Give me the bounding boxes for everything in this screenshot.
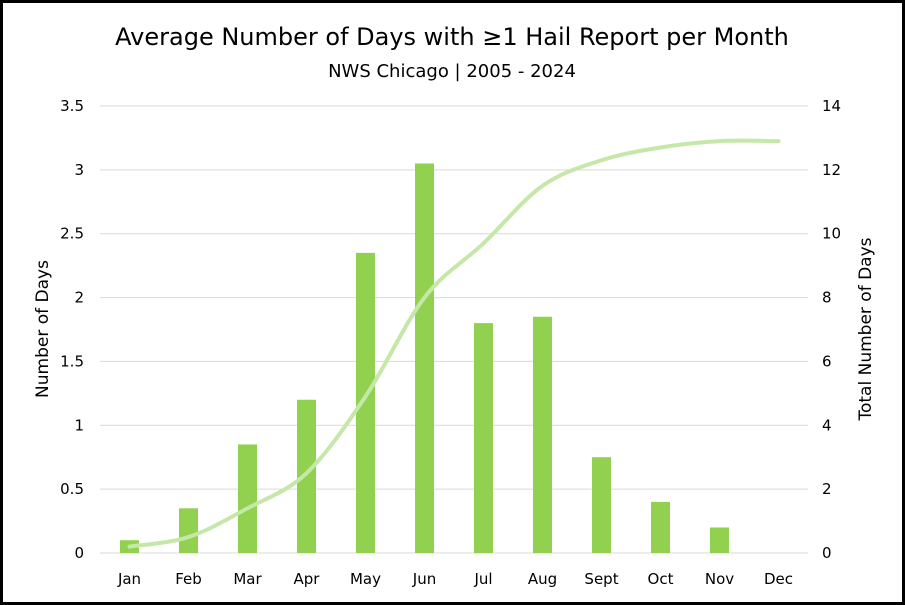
gridlines [100, 105, 808, 554]
y-tick-label: 3 [74, 161, 84, 179]
y2-tick-label: 6 [822, 352, 832, 370]
y2-tick-label: 4 [822, 416, 832, 434]
x-tick-label: Feb [175, 570, 202, 588]
x-tick-label: Sept [584, 570, 618, 588]
y-tick-label: 0 [74, 544, 84, 562]
y-tick-label: 2 [74, 289, 84, 307]
bar-jul [474, 323, 493, 553]
x-tick-label: Apr [294, 570, 321, 588]
y2-tick-label: 2 [822, 480, 832, 498]
chart-title: Average Number of Days with ≥1 Hail Repo… [115, 23, 789, 51]
x-tick-label: Nov [705, 570, 734, 588]
x-tick-label: Oct [648, 570, 674, 588]
x-tick-label: Aug [528, 570, 557, 588]
cumulative-line [127, 138, 781, 549]
x-tick-label: Mar [233, 570, 262, 588]
y2-tick-label: 12 [822, 161, 841, 179]
x-axis-ticks: Jan Feb Mar Apr May Jun Jul Aug Sept Oct Nov Dec [117, 570, 793, 588]
bar-oct [651, 501, 670, 553]
bar-series [120, 163, 729, 553]
y2-axis-label: Total Number of Days [856, 237, 876, 421]
y2-tick-label: 10 [822, 225, 841, 243]
x-tick-label: Jun [412, 570, 436, 588]
right-axis-ticks: 0 2 4 6 8 10 12 14 [822, 97, 841, 562]
bar-jun [415, 163, 434, 553]
bar-may [356, 252, 375, 553]
bar-aug [533, 316, 552, 553]
x-tick-label: Dec [764, 570, 793, 588]
y-tick-label: 0.5 [60, 480, 84, 498]
x-tick-label: May [350, 570, 381, 588]
bar-sept [592, 457, 611, 553]
y-tick-label: 1 [74, 416, 84, 434]
y-tick-label: 2.5 [60, 225, 84, 243]
chart-subtitle: NWS Chicago | 2005 - 2024 [328, 61, 576, 82]
y-axis-label: Number of Days [33, 260, 53, 398]
bar-feb [179, 508, 198, 553]
bar-mar [238, 444, 257, 553]
bar-nov [710, 527, 729, 553]
line-series [127, 138, 781, 549]
bar-apr [297, 399, 316, 553]
y-tick-label: 3.5 [60, 97, 84, 115]
left-axis-ticks: 0 0.5 1 1.5 2 2.5 3 3.5 [60, 97, 84, 562]
x-tick-label: Jan [117, 570, 141, 588]
y2-tick-label: 8 [822, 289, 832, 307]
x-tick-label: Jul [473, 570, 492, 588]
y2-tick-label: 0 [822, 544, 832, 562]
y-tick-label: 1.5 [60, 352, 84, 370]
y2-tick-label: 14 [822, 97, 841, 115]
